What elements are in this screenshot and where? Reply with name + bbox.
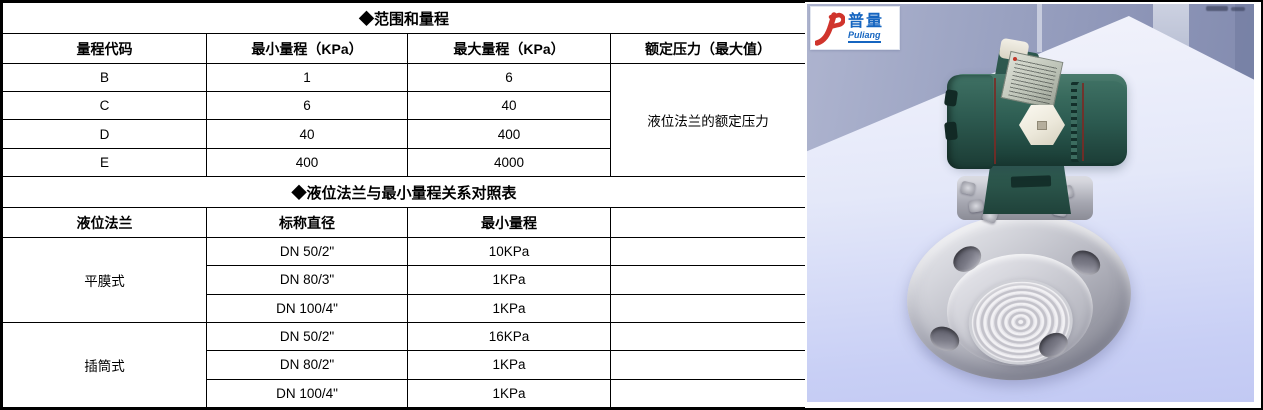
empty-cell bbox=[609, 378, 807, 408]
hex-plug-recess bbox=[1037, 121, 1047, 130]
min-range-cell: 6 bbox=[206, 91, 408, 121]
table-row: 插筒式 DN 50/2" 16KPa bbox=[2, 321, 807, 408]
table-row: 平膜式 DN 50/2" 10KPa bbox=[2, 236, 807, 323]
col-header-level-flange: 液位法兰 bbox=[2, 207, 207, 238]
max-range-cell: 40 bbox=[407, 91, 611, 121]
min-span-cell: 16KPa bbox=[407, 321, 611, 352]
housing-right-cap bbox=[1077, 81, 1127, 163]
table-row: 液位法兰 标称直径 最小量程 bbox=[2, 207, 807, 238]
range-code-cell: B bbox=[2, 62, 207, 93]
range-code-cell: C bbox=[2, 91, 207, 121]
table-row: DN 100/4" 1KPa bbox=[3, 293, 807, 323]
cap-rib-ring bbox=[1071, 82, 1080, 162]
gasket-ring bbox=[1082, 83, 1084, 161]
empty-cell bbox=[609, 350, 807, 380]
backdrop-print-mark bbox=[1231, 7, 1245, 11]
neck-vent-slot bbox=[1010, 175, 1052, 188]
flange-type-cell: 平膜式 bbox=[2, 236, 207, 323]
min-span-cell: 1KPa bbox=[407, 293, 611, 323]
range-code-cell: E bbox=[2, 147, 207, 178]
col-header-min-span: 最小量程 bbox=[407, 207, 611, 238]
dn-cell: DN 100/4" bbox=[206, 378, 408, 408]
max-range-cell: 400 bbox=[407, 119, 611, 149]
table-row: 量程代码 最小量程（KPa） 最大量程（KPa） 额定压力（最大值） bbox=[2, 33, 807, 64]
dn-cell: DN 50/2" bbox=[206, 321, 408, 352]
empty-cell bbox=[609, 265, 807, 295]
min-span-cell: 1KPa bbox=[407, 265, 611, 295]
empty-cell bbox=[609, 321, 807, 352]
table-row: C 6 40 bbox=[2, 91, 806, 121]
section-title-flange: ◆液位法兰与最小量程关系对照表 bbox=[2, 176, 807, 209]
process-flange bbox=[901, 206, 1137, 388]
gasket-ring bbox=[994, 78, 996, 164]
backdrop-print-mark bbox=[1206, 6, 1228, 11]
range-code-cell: D bbox=[2, 119, 207, 149]
dn-cell: DN 100/4" bbox=[206, 293, 408, 323]
empty-cell bbox=[609, 293, 807, 323]
brand-name-en: Puliang bbox=[848, 30, 881, 43]
col-header-max-range: 最大量程（KPa） bbox=[407, 33, 611, 64]
backdrop-panel-edge bbox=[1037, 4, 1042, 52]
adapter-bolt bbox=[968, 199, 984, 213]
nameplate-text-lines bbox=[1008, 58, 1058, 105]
flange-type-cell: 插筒式 bbox=[2, 321, 207, 408]
adapter-bolt bbox=[959, 180, 977, 196]
min-range-cell: 400 bbox=[206, 147, 408, 178]
table-row: ◆范围和量程 bbox=[2, 2, 807, 35]
spec-table-area: ◆范围和量程 量程代码 最小量程（KPa） 最大量程（KPa） 额定压力（最大值… bbox=[2, 2, 807, 408]
col-header-min-range: 最小量程（KPa） bbox=[206, 33, 408, 64]
col-header-range-code: 量程代码 bbox=[2, 33, 207, 64]
min-range-cell: 1 bbox=[206, 62, 408, 93]
col-header-rated-pressure: 额定压力（最大值） bbox=[609, 33, 807, 64]
cap-notch bbox=[944, 121, 958, 141]
table-row: E 400 4000 bbox=[2, 147, 806, 178]
min-span-cell: 1KPa bbox=[407, 350, 611, 380]
rated-pressure-note-cell: 液位法兰的额定压力 bbox=[609, 62, 807, 178]
section-title-range: ◆范围和量程 bbox=[2, 2, 807, 35]
dn-cell: DN 80/2" bbox=[206, 350, 408, 380]
empty-cell bbox=[609, 236, 807, 267]
table-row: ◆液位法兰与最小量程关系对照表 bbox=[2, 176, 807, 209]
max-range-cell: 4000 bbox=[407, 147, 611, 178]
brand-logo: 普量 Puliang bbox=[810, 6, 900, 50]
col-header-nominal-diameter: 标称直径 bbox=[206, 207, 408, 238]
brand-logo-text: 普量 Puliang bbox=[848, 12, 885, 43]
max-range-cell: 6 bbox=[407, 62, 611, 93]
table-row: DN 80/2" 1KPa bbox=[3, 350, 807, 380]
brand-name-cn: 普量 bbox=[848, 12, 885, 30]
table-row: DN 80/3" 1KPa bbox=[3, 265, 807, 295]
product-photo: 普量 Puliang bbox=[807, 4, 1254, 402]
spec-table: ◆范围和量程 量程代码 最小量程（KPa） 最大量程（KPa） 额定压力（最大值… bbox=[2, 2, 807, 408]
empty-header-cell bbox=[609, 207, 807, 238]
min-span-cell: 10KPa bbox=[407, 236, 611, 267]
min-span-cell: 1KPa bbox=[407, 378, 611, 408]
product-photo-area: 普量 Puliang bbox=[805, 2, 1261, 408]
puliang-logo-icon bbox=[815, 12, 845, 46]
dn-cell: DN 50/2" bbox=[206, 236, 408, 267]
min-range-cell: 40 bbox=[206, 119, 408, 149]
cap-notch bbox=[943, 89, 959, 107]
dn-cell: DN 80/3" bbox=[206, 265, 408, 295]
table-row: B 1 6 液位法兰的额定压力 bbox=[2, 62, 807, 178]
table-row: DN 100/4" 1KPa bbox=[3, 378, 807, 408]
